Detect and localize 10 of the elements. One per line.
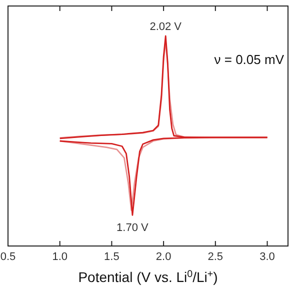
- annotation: ν = 0.05 mV: [214, 52, 284, 67]
- annotation: 2.02 V: [150, 21, 182, 33]
- annotation: 1.70 V: [116, 222, 150, 234]
- x-axis-title: Potential (V vs. Li$^{0}$/Li$^{+}$): [78, 268, 218, 285]
- x-tick-label: 1.0: [52, 251, 68, 263]
- x-tick-label: 1.5: [104, 251, 120, 263]
- x-tick-label: 2.5: [208, 251, 224, 263]
- x-tick-label: 3.0: [260, 251, 275, 263]
- x-tick-label: 0.5: [0, 251, 16, 263]
- x-tick-label: 2.0: [156, 251, 172, 263]
